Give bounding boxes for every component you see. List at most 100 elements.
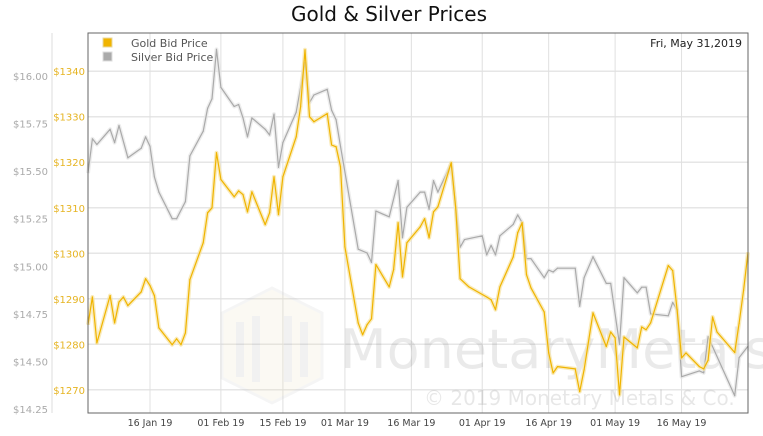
silver-data-point bbox=[649, 313, 652, 315]
gold-axis: $1270 $1280 $1290 $1300 $1310 $1320 $1330 $1340 bbox=[53, 67, 85, 397]
gold-data-point bbox=[113, 322, 116, 324]
plot-border bbox=[87, 32, 749, 414]
silver-data-point bbox=[140, 147, 142, 149]
gold-data-point bbox=[184, 332, 187, 334]
gold-data-point bbox=[521, 222, 523, 224]
silver-data-point bbox=[153, 176, 156, 178]
silver-data-point bbox=[375, 210, 377, 212]
silver-data-point bbox=[428, 208, 430, 210]
gold-data-point bbox=[676, 309, 678, 311]
x-tick-label: 16 Jan 19 bbox=[128, 418, 173, 429]
silver-data-point bbox=[494, 254, 497, 256]
silver-data-point bbox=[734, 395, 736, 397]
silver-data-point bbox=[618, 343, 621, 345]
gold-data-point bbox=[149, 284, 151, 287]
silver-data-point bbox=[246, 136, 249, 138]
gold-data-point bbox=[277, 213, 280, 216]
gold-data-point bbox=[140, 291, 142, 293]
gold-data-point bbox=[711, 316, 714, 318]
gold-data-point bbox=[238, 190, 240, 192]
gold-data-point bbox=[366, 324, 368, 326]
x-tick-label: 01 Feb 19 bbox=[197, 418, 244, 429]
gold-data-point bbox=[499, 286, 501, 288]
series-lines bbox=[86, 47, 750, 398]
silver-data-point bbox=[738, 357, 740, 359]
gold-data-point bbox=[251, 191, 253, 193]
silver-data-point bbox=[127, 157, 129, 159]
gold-data-point bbox=[397, 222, 399, 224]
silver-data-point bbox=[419, 191, 421, 193]
silver-data-point bbox=[610, 282, 612, 285]
x-axis: 16 Jan 19 01 Feb 19 15 Feb 19 01 Mar 19 16 M… bbox=[128, 418, 707, 429]
gold-data-point bbox=[144, 278, 147, 280]
silver-data-point bbox=[357, 248, 359, 250]
gold-data-point bbox=[339, 166, 342, 168]
gold-data-point bbox=[645, 329, 647, 331]
gold-data-point bbox=[189, 279, 191, 281]
x-tick-label: 15 Feb 19 bbox=[259, 418, 306, 429]
gold-data-point bbox=[494, 309, 497, 311]
watermark: MonetaryMetals © 2019 Monetary Metals & … bbox=[220, 286, 763, 410]
gold-data-point bbox=[401, 276, 404, 278]
gold-data-point bbox=[486, 296, 488, 298]
gold-data-point bbox=[122, 296, 125, 298]
silver-data-point bbox=[605, 282, 607, 285]
gold-data-point bbox=[304, 49, 306, 51]
gold-data-point bbox=[610, 331, 612, 333]
gold-data-point bbox=[215, 152, 218, 154]
gold-data-point bbox=[273, 176, 275, 178]
gold-data-point bbox=[175, 338, 178, 340]
silver-data-point bbox=[543, 277, 545, 279]
legend-label-gold: Gold Bid Price bbox=[131, 37, 208, 50]
gold-data-point bbox=[406, 242, 408, 244]
gold-data-point bbox=[583, 369, 585, 371]
gridlines bbox=[88, 33, 748, 413]
silver-data-point bbox=[113, 142, 116, 144]
silver-data-point bbox=[592, 256, 594, 258]
silver-data-point bbox=[282, 142, 284, 144]
gold-price-line bbox=[87, 49, 749, 396]
silver-data-point bbox=[583, 277, 585, 279]
silver-data-point bbox=[548, 269, 550, 271]
silver-data-point bbox=[269, 134, 271, 136]
silver-data-point bbox=[109, 128, 111, 130]
legend-item-gold[interactable]: Gold Bid Price bbox=[102, 37, 208, 50]
silver-data-point bbox=[579, 305, 581, 307]
gold-data-point bbox=[468, 286, 470, 288]
gold-data-point bbox=[592, 312, 594, 314]
silver-data-point bbox=[437, 191, 439, 193]
silver-data-point bbox=[118, 124, 120, 127]
silver-tick-label: $14.25 bbox=[13, 405, 48, 416]
gold-data-point bbox=[370, 318, 373, 320]
silver-data-point bbox=[432, 180, 435, 182]
gold-data-point bbox=[574, 368, 576, 370]
silver-data-point bbox=[406, 206, 408, 208]
gold-data-point bbox=[738, 322, 740, 324]
gold-data-point bbox=[556, 365, 559, 368]
silver-data-point bbox=[242, 117, 244, 119]
gold-tick-label: $1300 bbox=[53, 249, 85, 260]
silver-tick-label: $15.50 bbox=[13, 167, 48, 178]
silver-data-point bbox=[264, 128, 266, 130]
silver-tick-label: $14.75 bbox=[13, 310, 48, 321]
silver-data-point bbox=[530, 258, 532, 260]
gold-data-point bbox=[246, 211, 249, 213]
silver-data-point bbox=[623, 277, 625, 279]
gold-data-point bbox=[202, 242, 204, 244]
gold-data-point bbox=[220, 178, 222, 181]
gold-data-point bbox=[525, 274, 528, 276]
silver-data-point bbox=[672, 301, 674, 304]
silver-data-point bbox=[277, 166, 280, 168]
gold-data-point bbox=[716, 331, 718, 333]
gold-data-point bbox=[685, 352, 687, 354]
silver-tick-label: $14.50 bbox=[13, 357, 48, 368]
silver-data-point bbox=[158, 191, 160, 193]
gold-data-point bbox=[313, 121, 315, 123]
legend-item-silver[interactable]: Silver Bid Price bbox=[102, 51, 214, 64]
silver-data-point bbox=[175, 218, 178, 220]
silver-data-point bbox=[552, 271, 554, 273]
silver-tick-label: $15.75 bbox=[13, 120, 48, 131]
gold-data-point bbox=[450, 162, 452, 164]
silver-tick-label: $15.00 bbox=[13, 262, 48, 273]
gold-data-point bbox=[552, 372, 554, 374]
